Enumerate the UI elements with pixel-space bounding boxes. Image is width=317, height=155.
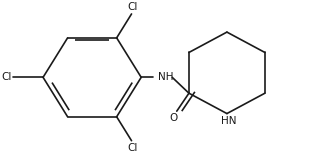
Text: Cl: Cl xyxy=(128,143,138,153)
Text: Cl: Cl xyxy=(128,2,138,12)
Text: Cl: Cl xyxy=(2,72,12,82)
Text: HN: HN xyxy=(221,116,236,126)
Text: NH: NH xyxy=(158,72,173,82)
Text: O: O xyxy=(170,113,178,123)
